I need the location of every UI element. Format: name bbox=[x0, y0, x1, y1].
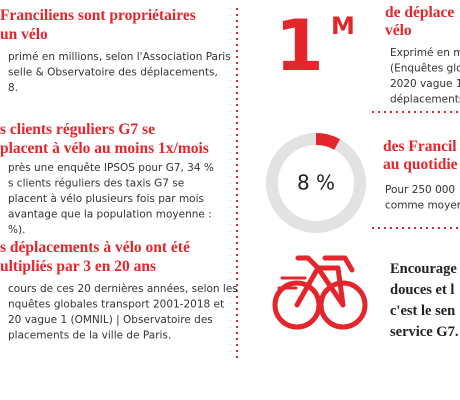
body-text: avantage que la population moyenne : bbox=[8, 209, 212, 221]
body-text: (Enquêtes glo bbox=[390, 63, 460, 75]
body-text: cours de ces 20 dernières années, selon … bbox=[8, 283, 238, 295]
body-text: Pour 250 000 bbox=[385, 184, 455, 196]
donut-arc bbox=[315, 133, 341, 150]
donut-label: 8 % bbox=[297, 171, 335, 195]
heading: des Francil bbox=[383, 138, 457, 155]
body-text: 20 vague 1 (OMNIL) | Observatoire des bbox=[8, 314, 213, 326]
body-text: Exprimé en m bbox=[390, 47, 460, 59]
big-unit: M bbox=[331, 12, 355, 40]
heading: placent à vélo au moins 1x/mois bbox=[0, 140, 209, 157]
bike-text: service G7. bbox=[390, 324, 458, 340]
heading: de déplace bbox=[385, 4, 454, 21]
body-text: nquêtes globales transport 2001-2018 et bbox=[8, 299, 224, 311]
bike-text: c'est le sen bbox=[390, 303, 455, 319]
body-text: placements de la ville de Paris. bbox=[8, 330, 171, 342]
heading: s déplacements à vélo ont été bbox=[0, 239, 190, 256]
body-text: placent à vélo plusieurs fois par mois bbox=[8, 193, 204, 205]
bike-text: Encourage bbox=[390, 261, 457, 277]
bike-text: douces et l bbox=[390, 282, 454, 298]
heading: au quotidie bbox=[383, 156, 458, 173]
body-text: %). bbox=[8, 224, 25, 236]
heading: vélo bbox=[385, 22, 412, 39]
heading: s clients réguliers G7 se bbox=[0, 121, 155, 138]
body-text: comme moyer bbox=[385, 200, 460, 212]
bike-icon bbox=[272, 255, 368, 330]
big-number: 1 bbox=[275, 5, 324, 87]
body-text: 8. bbox=[8, 82, 18, 94]
body-text: près une enquête IPSOS pour G7, 34 % bbox=[8, 162, 214, 174]
heading: un vélo bbox=[0, 26, 48, 43]
heading: ultipliés par 3 en 20 ans bbox=[0, 258, 156, 275]
body-text: primé en millions, selon l'Association P… bbox=[8, 51, 231, 63]
body-text: déplacements bbox=[390, 94, 460, 106]
body-text: 2020 vague 1 bbox=[390, 78, 460, 90]
heading: Franciliens sont propriétaires bbox=[0, 7, 196, 24]
body-text: selle & Observatoire des déplacements, bbox=[8, 67, 218, 79]
body-text: s clients réguliers des taxis G7 se bbox=[8, 178, 184, 190]
